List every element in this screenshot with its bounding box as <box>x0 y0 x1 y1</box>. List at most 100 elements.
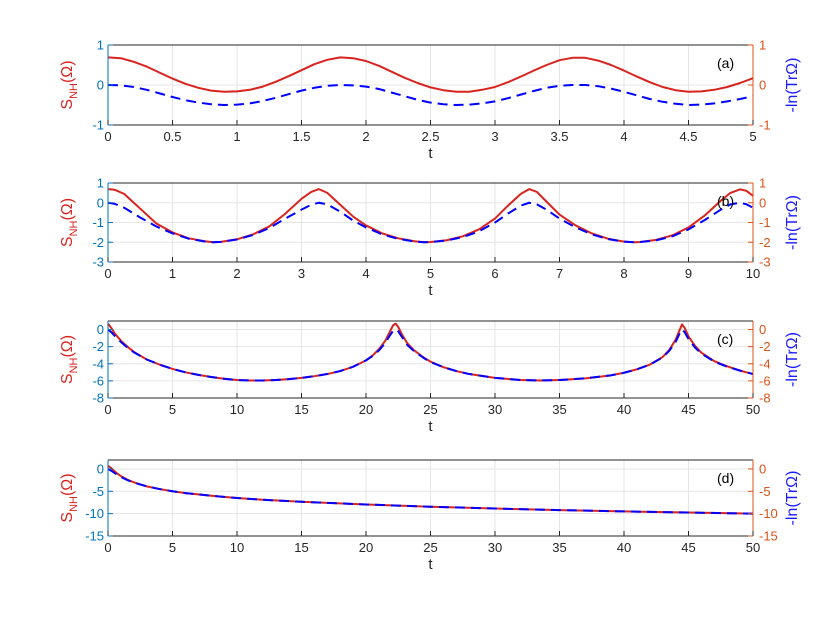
x-axis-label: t <box>428 418 433 435</box>
y-tick-label-left: -2 <box>92 339 104 354</box>
y-tick-label-left: -4 <box>92 356 104 371</box>
panel-d: 0 5 10 15 20 25 30 35 40 45 50-15 -15-10 -10-5 -50 0t(… <box>59 459 801 573</box>
y-axis-label-left: SNH(Ω) <box>59 198 80 247</box>
x-tick-label: 20 <box>359 402 373 417</box>
y-axis-label-right: -ln(TrΩ) <box>784 195 801 250</box>
x-tick-label: 35 <box>552 402 566 417</box>
y-tick-label-left: -5 <box>92 484 104 499</box>
x-tick-label: 3 <box>298 266 305 281</box>
x-axis-label: t <box>428 145 433 162</box>
y-tick-label-left: 1 <box>97 38 104 53</box>
x-tick-label: 50 <box>746 540 760 555</box>
y-axis-label-right: -ln(TrΩ) <box>784 58 801 113</box>
x-tick-label: 25 <box>423 540 437 555</box>
x-tick-label: 5 <box>169 540 176 555</box>
panel-label: (d) <box>717 470 734 486</box>
y-tick-label-right: 0 <box>759 78 766 93</box>
panel-a: 0 0.5 1 1.5 2 2.5 3 3.5 4 4.5 5-1 -10 01 1t(a)SNH(Ω) -… <box>59 38 801 163</box>
x-tick-label: 45 <box>681 540 695 555</box>
x-tick-label: 3 <box>491 129 498 144</box>
y-tick-label-right: -2 <box>759 339 771 354</box>
x-tick-label: 0 <box>104 129 111 144</box>
series-line-dashed <box>107 84 754 106</box>
y-axis-label-left: SNH(Ω) <box>59 473 80 522</box>
y-tick-label-left: -6 <box>92 373 104 388</box>
y-tick-label-left: -2 <box>92 235 104 250</box>
x-tick-label: 4 <box>362 266 369 281</box>
x-tick-label: 10 <box>746 266 760 281</box>
series-line-dashed <box>107 201 754 244</box>
y-tick-label-right: -6 <box>759 373 771 388</box>
y-tick-label-left: 0 <box>97 195 104 210</box>
x-tick-label: 40 <box>617 540 631 555</box>
series-line-solid <box>107 56 754 93</box>
y-tick-label-right: 1 <box>759 38 766 53</box>
series-line-dashed <box>107 328 754 382</box>
x-tick-label: 6 <box>491 266 498 281</box>
x-tick-label: 2 <box>233 266 240 281</box>
x-tick-label: 10 <box>230 402 244 417</box>
y-tick-label-left: -3 <box>92 255 104 270</box>
y-tick-label-left: 0 <box>97 78 104 93</box>
x-tick-label: 20 <box>359 540 373 555</box>
panel-label: (c) <box>717 331 733 347</box>
x-tick-label: 30 <box>488 540 502 555</box>
y-tick-label-right: 0 <box>759 322 766 337</box>
y-axis-label-left: SNH(Ω) <box>59 335 80 384</box>
y-tick-label-right: -15 <box>759 529 778 544</box>
y-tick-label-left: -8 <box>92 391 104 406</box>
y-tick-label-left: -10 <box>85 506 104 521</box>
y-tick-label-right: 1 <box>759 176 766 191</box>
x-axis-label: t <box>428 556 433 573</box>
x-tick-label: 0 <box>104 266 111 281</box>
x-tick-label: 50 <box>746 402 760 417</box>
y-tick-label-right: -5 <box>759 484 771 499</box>
x-axis-label: t <box>428 282 433 299</box>
y-tick-label-left: 0 <box>97 461 104 476</box>
x-tick-label: 15 <box>294 540 308 555</box>
x-tick-label: 5 <box>169 402 176 417</box>
y-tick-label-right: -3 <box>759 255 771 270</box>
x-tick-label: 4 <box>620 129 627 144</box>
x-tick-label: 9 <box>685 266 692 281</box>
x-tick-label: 2.5 <box>421 129 439 144</box>
x-tick-label: 1 <box>169 266 176 281</box>
y-tick-label-left: -1 <box>92 118 104 133</box>
y-tick-label-right: -4 <box>759 356 771 371</box>
x-tick-label: 1 <box>233 129 240 144</box>
x-tick-label: 0 <box>104 402 111 417</box>
y-tick-label-left: 1 <box>97 176 104 191</box>
x-tick-label: 0 <box>104 540 111 555</box>
y-axis-label-left: SNH(Ω) <box>59 60 80 109</box>
y-tick-label-right: 0 <box>759 461 766 476</box>
x-tick-label: 7 <box>556 266 563 281</box>
x-tick-label: 2 <box>362 129 369 144</box>
y-tick-label-right: -8 <box>759 391 771 406</box>
x-tick-label: 30 <box>488 402 502 417</box>
x-tick-label: 35 <box>552 540 566 555</box>
x-tick-label: 1.5 <box>292 129 310 144</box>
y-axis-label-right: -ln(TrΩ) <box>784 471 801 526</box>
x-tick-label: 8 <box>620 266 627 281</box>
y-tick-label-right: -1 <box>759 215 771 230</box>
x-tick-label: 15 <box>294 402 308 417</box>
y-tick-label-right: -10 <box>759 506 778 521</box>
x-tick-label: 40 <box>617 402 631 417</box>
panel-label: (b) <box>717 193 734 209</box>
x-tick-label: 3.5 <box>550 129 568 144</box>
x-tick-label: 45 <box>681 402 695 417</box>
x-tick-label: 4.5 <box>679 129 697 144</box>
x-tick-label: 5 <box>427 266 434 281</box>
y-tick-label-right: -1 <box>759 118 771 133</box>
y-tick-label-left: -15 <box>85 529 104 544</box>
y-tick-label-left: -1 <box>92 215 104 230</box>
x-tick-label: 5 <box>749 129 756 144</box>
y-axis-label-right: -ln(TrΩ) <box>784 332 801 387</box>
panel-b: 0 1 2 3 4 5 6 7 8 9 10-3 -3-2 -2-1 -10 01 1t(b)SNH(Ω) -l… <box>59 176 801 300</box>
panel-label: (a) <box>717 55 734 71</box>
x-tick-label: 25 <box>423 402 437 417</box>
x-tick-label: 10 <box>230 540 244 555</box>
x-tick-label: 0.5 <box>163 129 181 144</box>
y-tick-label-left: 0 <box>97 322 104 337</box>
